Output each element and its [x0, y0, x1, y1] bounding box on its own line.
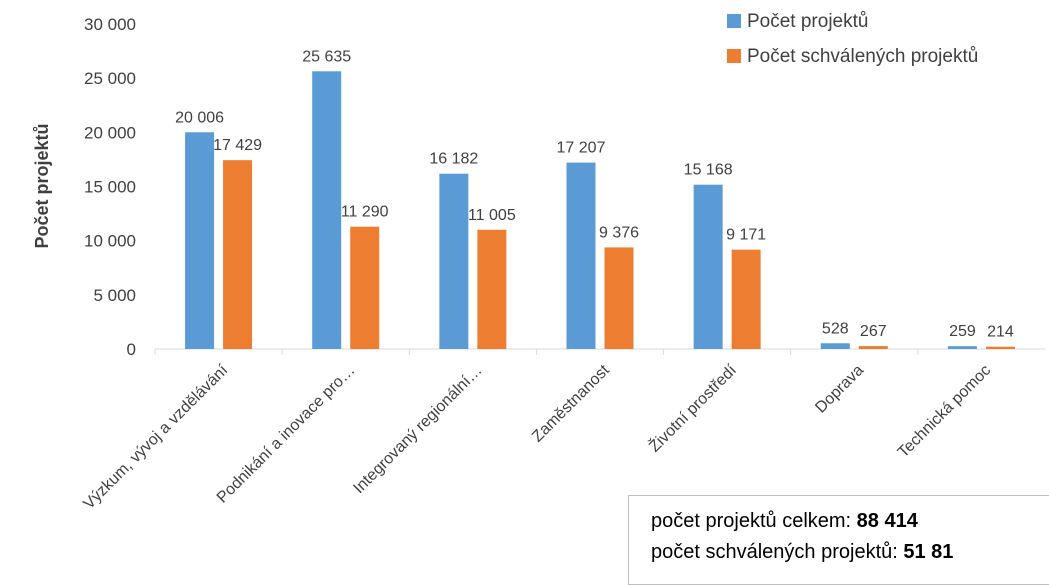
y-tick-label: 15 000 [84, 178, 136, 197]
bar-projects [693, 184, 723, 349]
summary-total-label: počet projektů celkem: [651, 510, 857, 532]
x-tick-label: Integrovaný regionální… [350, 362, 485, 497]
y-axis-label: Počet projektů [32, 123, 52, 248]
data-label: 20 006 [175, 109, 224, 126]
x-tick-label: Zaměstnanost [529, 361, 613, 445]
chart-legend: Počet projektů Počet schválených projektů [727, 11, 978, 67]
data-label: 528 [822, 320, 849, 337]
data-label: 17 429 [213, 137, 262, 154]
data-label: 9 171 [726, 227, 766, 244]
legend-label: Počet projektů [747, 11, 868, 32]
y-tick-label: 30 000 [84, 15, 136, 34]
summary-approved-label: počet schválených projektů: [651, 541, 904, 563]
bar-projects [566, 162, 596, 349]
y-tick-label: 10 000 [84, 232, 136, 251]
x-tick-label: Životní prostředí [645, 360, 741, 456]
data-label: 11 290 [341, 204, 389, 221]
y-tick-label: 0 [127, 340, 136, 359]
bar-approved [350, 226, 380, 349]
bar-approved [604, 247, 634, 349]
data-label: 16 182 [429, 151, 478, 168]
bar-projects [439, 173, 469, 349]
data-label: 25 635 [302, 48, 351, 65]
legend-label: Počet schválených projektů [747, 46, 978, 67]
data-label: 259 [949, 323, 976, 340]
bar-approved [731, 249, 761, 349]
data-label: 267 [860, 323, 887, 340]
bar-projects [312, 71, 342, 349]
bar-approved [985, 346, 1015, 349]
summary-approved: počet schválených projektů: 51 81 [651, 537, 1049, 568]
chart-bars: 20 006 17 429 25 635 11 290 16 182 11 005 17 2… [175, 48, 1015, 349]
y-tick-label: 20 000 [84, 123, 136, 142]
bar-projects [947, 346, 977, 349]
bar-approved [223, 160, 253, 349]
bar-approved [477, 229, 507, 349]
legend-swatch [727, 14, 741, 28]
summary-total: počet projektů celkem: 88 414 [651, 506, 1049, 537]
summary-total-value: 88 414 [856, 510, 918, 532]
bar-approved [858, 346, 888, 349]
x-tick-label: Doprava [812, 362, 867, 417]
x-tick-label: Technická pomoc [895, 362, 994, 461]
bar-projects [185, 132, 215, 349]
y-tick-label: 25 000 [84, 69, 136, 88]
bar-chart: 0 5 000 10 000 15 000 20 000 25 000 30 000 Výzk… [32, 11, 1045, 513]
data-label: 17 207 [557, 140, 606, 157]
data-label: 214 [987, 324, 1014, 341]
summary-box: počet projektů celkem: 88 414 počet schv… [628, 495, 1049, 585]
bar-projects [820, 343, 850, 349]
x-tick-label: Výzkum, vývoj a vzdělávání [80, 361, 231, 512]
data-label: 15 168 [684, 162, 733, 179]
data-label: 9 376 [599, 224, 639, 241]
data-label: 11 005 [468, 207, 516, 224]
x-tick-label: Podnikání a inovace pro… [214, 362, 359, 507]
y-tick-label: 5 000 [93, 286, 136, 305]
legend-swatch [727, 49, 741, 63]
summary-approved-value: 51 81 [903, 541, 954, 563]
